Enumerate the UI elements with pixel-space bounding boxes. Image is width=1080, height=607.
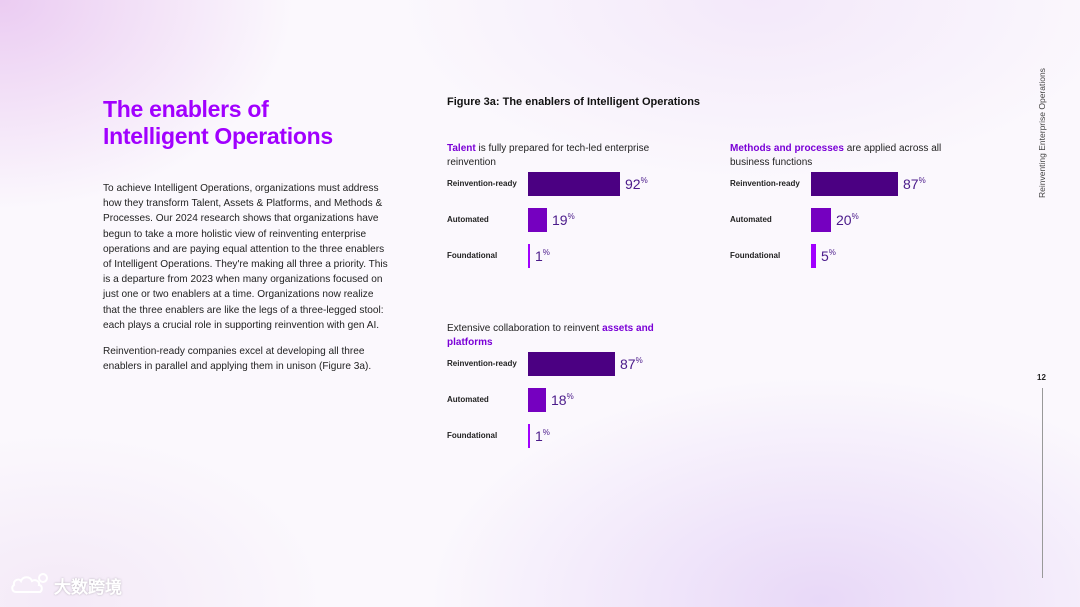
chart-heading: Talent is fully prepared for tech-led en… <box>447 142 697 172</box>
category-label: Automated <box>447 215 489 224</box>
data-label: 87% <box>903 176 926 192</box>
bar <box>528 424 530 448</box>
category-label: Automated <box>730 215 772 224</box>
bar-row: Reinvention-ready 87% <box>730 172 980 208</box>
bar <box>528 208 547 232</box>
page-divider-line <box>1042 388 1043 578</box>
page-title-line2: Intelligent Operations <box>103 123 333 149</box>
chart-bars: Reinvention-ready 92% Automated 19% Foundati… <box>447 172 697 280</box>
category-label: Reinvention-ready <box>447 179 517 188</box>
data-label: 87% <box>620 356 643 372</box>
body-paragraph-1: To achieve Intelligent Operations, organ… <box>103 183 388 331</box>
bar <box>811 208 831 232</box>
chart-heading-text: is fully prepared for tech-led enterpris… <box>447 143 650 168</box>
category-label: Foundational <box>447 251 498 260</box>
chart-heading: Methods and processes are applied across… <box>730 142 980 172</box>
data-label: 92% <box>625 176 648 192</box>
body-paragraph-2: Reinvention-ready companies excel at dev… <box>103 346 372 373</box>
bar-row: Foundational 1% <box>447 424 697 460</box>
category-label: Foundational <box>447 431 498 440</box>
body-text: To achieve Intelligent Operations, organ… <box>103 181 393 385</box>
bar-row: Foundational 1% <box>447 244 697 280</box>
bar-row: Reinvention-ready 92% <box>447 172 697 208</box>
chart-heading-highlight: Talent <box>447 143 476 154</box>
chart-heading-highlight: Methods and processes <box>730 143 844 154</box>
bar <box>811 244 816 268</box>
bar <box>528 388 546 412</box>
chart-talent: Talent is fully prepared for tech-led en… <box>447 142 697 280</box>
watermark-text: 大数跨境 <box>54 577 122 597</box>
section-vertical-label: Reinventing Enterprise Operations <box>1037 68 1047 198</box>
data-label: 1% <box>535 248 550 264</box>
data-label: 1% <box>535 428 550 444</box>
data-label: 18% <box>551 392 574 408</box>
bar <box>528 352 615 376</box>
chart-heading-text: Extensive collaboration to reinvent <box>447 323 603 334</box>
chart-assets-platforms: Extensive collaboration to reinvent asse… <box>447 322 697 460</box>
bar <box>528 172 620 196</box>
category-label: Reinvention-ready <box>730 179 800 188</box>
bar <box>811 172 898 196</box>
category-label: Reinvention-ready <box>447 359 517 368</box>
bar-row: Automated 20% <box>730 208 980 244</box>
bar-row: Reinvention-ready 87% <box>447 352 697 388</box>
bar-row: Automated 19% <box>447 208 697 244</box>
chart-heading-text: are applied across all business function… <box>730 143 942 168</box>
page-number: 12 <box>1037 373 1046 382</box>
bar-row: Automated 18% <box>447 388 697 424</box>
bar <box>528 244 530 268</box>
data-label: 5% <box>821 248 836 264</box>
chart-methods-processes: Methods and processes are applied across… <box>730 142 980 280</box>
chart-heading: Extensive collaboration to reinvent asse… <box>447 322 697 352</box>
category-label: Foundational <box>730 251 781 260</box>
page-title: The enablers of Intelligent Operations <box>103 96 333 150</box>
chart-bars: Reinvention-ready 87% Automated 18% Foundati… <box>447 352 697 460</box>
page-title-line1: The enablers of <box>103 96 269 122</box>
data-label: 19% <box>552 212 575 228</box>
cloud-logo-icon <box>11 573 48 593</box>
category-label: Automated <box>447 395 489 404</box>
figure-title: Figure 3a: The enablers of Intelligent O… <box>447 96 701 108</box>
bar-row: Foundational 5% <box>730 244 980 280</box>
watermark: 大数跨境 <box>10 572 122 598</box>
chart-heading-highlight: assets and platforms <box>447 323 654 348</box>
chart-bars: Reinvention-ready 87% Automated 20% Foundati… <box>730 172 980 280</box>
data-label: 20% <box>836 212 859 228</box>
